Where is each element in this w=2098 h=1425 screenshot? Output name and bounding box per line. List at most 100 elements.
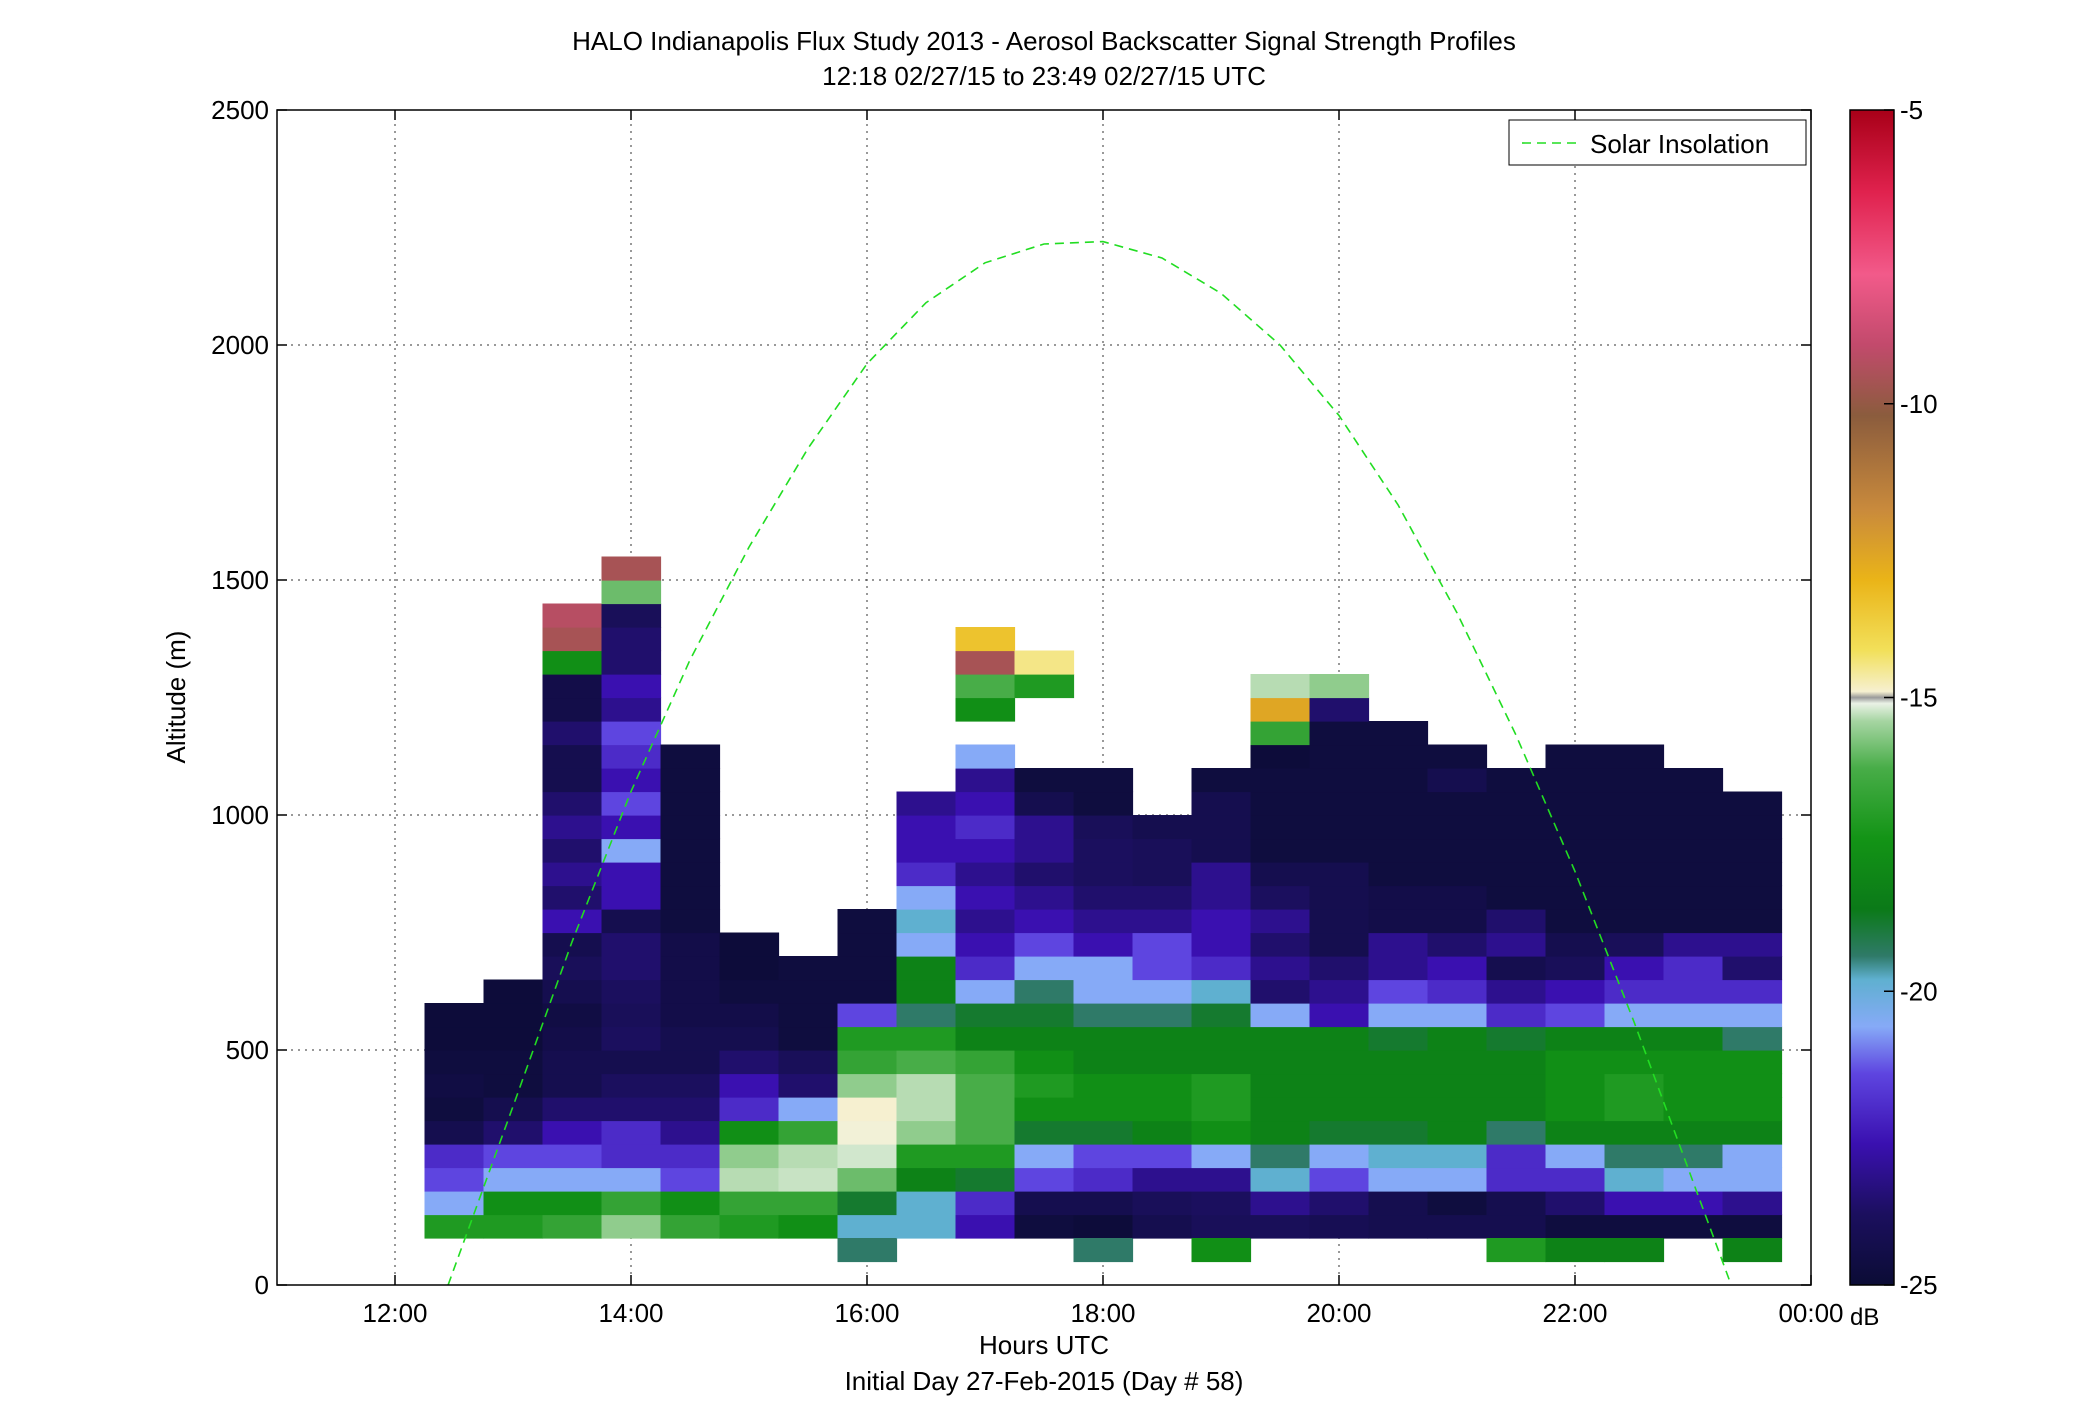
heatmap-cell <box>1722 791 1783 816</box>
heatmap-cell <box>1604 1097 1665 1122</box>
heatmap-cell <box>1545 956 1606 981</box>
heatmap-cell <box>1486 768 1547 793</box>
heatmap-cell <box>719 1003 780 1028</box>
heatmap-cell <box>1132 1003 1193 1028</box>
heatmap-cell <box>483 1097 544 1122</box>
heatmap-cell <box>1604 815 1665 840</box>
heatmap-cell <box>1073 1073 1134 1098</box>
heatmap-cell <box>1604 862 1665 887</box>
heatmap-cell <box>1132 1120 1193 1145</box>
heatmap-cell <box>719 1191 780 1216</box>
heatmap-cell <box>1545 791 1606 816</box>
heatmap-cell <box>1663 768 1724 793</box>
heatmap-cell <box>1486 1214 1547 1239</box>
heatmap-cell <box>719 1073 780 1098</box>
heatmap-cell <box>1604 1050 1665 1075</box>
heatmap-cell <box>1663 815 1724 840</box>
x-axis-label-day: Initial Day 27-Feb-2015 (Day # 58) <box>845 1366 1244 1396</box>
heatmap-cell <box>1604 1026 1665 1051</box>
heatmap-cell <box>424 1050 485 1075</box>
heatmap-cell <box>1132 1097 1193 1122</box>
heatmap-cell <box>601 932 662 957</box>
y-tick-label: 1000 <box>211 800 269 830</box>
heatmap-cell <box>1309 791 1370 816</box>
heatmap-cell <box>1368 1097 1429 1122</box>
heatmap-cell <box>542 815 603 840</box>
heatmap-cell <box>1663 885 1724 910</box>
heatmap-cell <box>1604 932 1665 957</box>
heatmap-cell <box>1309 697 1370 722</box>
heatmap-cell <box>1486 909 1547 934</box>
heatmap-cell <box>955 1073 1016 1098</box>
heatmap-cell <box>601 650 662 675</box>
heatmap-cell <box>1486 1026 1547 1051</box>
heatmap-cell <box>1073 1003 1134 1028</box>
heatmap-cell <box>719 1050 780 1075</box>
heatmap-cell <box>660 1026 721 1051</box>
heatmap-cell <box>1250 1026 1311 1051</box>
heatmap-cell <box>542 627 603 652</box>
heatmap-cell <box>1309 1191 1370 1216</box>
heatmap-cell <box>601 1026 662 1051</box>
y-axis-label: Altitude (m) <box>161 631 191 764</box>
heatmap-cell <box>1191 1097 1252 1122</box>
heatmap-cell <box>955 1144 1016 1169</box>
heatmap-cell <box>896 1050 957 1075</box>
heatmap-cell <box>1486 1167 1547 1192</box>
heatmap-cell <box>1486 1003 1547 1028</box>
heatmap-cell <box>424 1120 485 1145</box>
heatmap-cell <box>660 838 721 863</box>
heatmap-cell <box>955 979 1016 1004</box>
heatmap-cell <box>1722 1144 1783 1169</box>
heatmap-cell <box>1604 909 1665 934</box>
heatmap-cell <box>601 1050 662 1075</box>
heatmap-cell <box>837 1120 898 1145</box>
heatmap-cell <box>1309 956 1370 981</box>
heatmap-cell <box>542 838 603 863</box>
heatmap-cell <box>542 674 603 699</box>
heatmap-cell <box>955 909 1016 934</box>
heatmap-cell <box>483 1003 544 1028</box>
heatmap-cell <box>1191 1120 1252 1145</box>
heatmap-cell <box>1486 838 1547 863</box>
heatmap-cell <box>719 1097 780 1122</box>
heatmap-cell <box>955 862 1016 887</box>
heatmap-cell <box>896 1003 957 1028</box>
heatmap-cell <box>837 909 898 934</box>
heatmap-cell <box>483 979 544 1004</box>
heatmap-cell <box>1545 1238 1606 1263</box>
heatmap-cell <box>1250 885 1311 910</box>
y-tick-label: 2500 <box>211 95 269 125</box>
heatmap-cell <box>1250 1120 1311 1145</box>
heatmap-cell <box>601 815 662 840</box>
heatmap-cell <box>896 1214 957 1239</box>
heatmap-cell <box>955 1003 1016 1028</box>
heatmap-cell <box>601 580 662 605</box>
colorbar-tick-label: -20 <box>1900 976 1938 1006</box>
heatmap-cell <box>601 768 662 793</box>
heatmap-cell <box>1545 909 1606 934</box>
heatmap-cell <box>601 885 662 910</box>
heatmap-cell <box>1132 885 1193 910</box>
heatmap-cell <box>955 650 1016 675</box>
heatmap-cell <box>1722 1073 1783 1098</box>
heatmap-cell <box>837 1003 898 1028</box>
colorbar-unit-label: dB <box>1850 1304 1879 1331</box>
heatmap-cell <box>719 956 780 981</box>
heatmap-cell <box>837 1238 898 1263</box>
heatmap-cell <box>1309 932 1370 957</box>
heatmap-cell <box>601 603 662 628</box>
heatmap-cell <box>1073 1144 1134 1169</box>
heatmap-cell <box>1132 979 1193 1004</box>
heatmap-cell <box>660 1050 721 1075</box>
heatmap-cell <box>896 956 957 981</box>
heatmap-cell <box>483 1191 544 1216</box>
heatmap-cell <box>1722 1026 1783 1051</box>
heatmap-cell <box>1427 768 1488 793</box>
colorbar-tick-label: -25 <box>1900 1270 1938 1300</box>
heatmap-cell <box>896 932 957 957</box>
solar-insolation-line <box>447 240 1733 1285</box>
heatmap-cell <box>778 1191 839 1216</box>
heatmap-cell <box>896 815 957 840</box>
heatmap-cell <box>1250 862 1311 887</box>
